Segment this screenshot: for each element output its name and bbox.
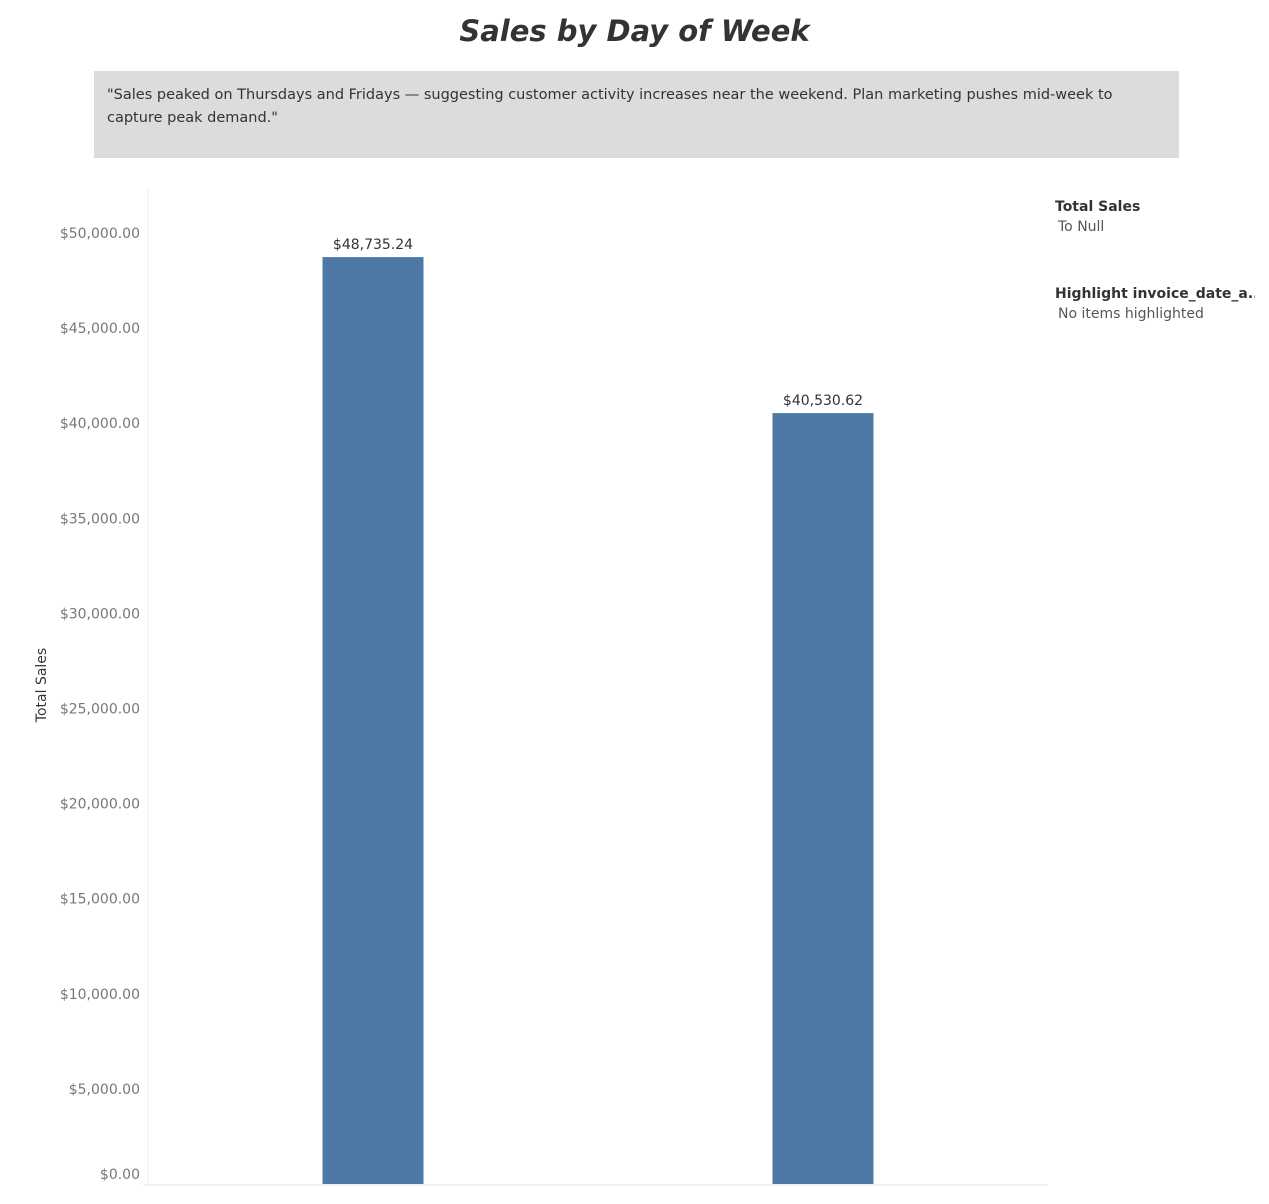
- legend-value: To Null: [1058, 219, 1105, 235]
- legend-title: Highlight invoice_date_a..: [1055, 286, 1255, 302]
- legend-highlight[interactable]: Highlight invoice_date_a.. No items high…: [1055, 286, 1255, 322]
- y-tick-label: $50,000.00: [60, 226, 140, 242]
- bar-value-label: $48,735.24: [333, 237, 413, 253]
- bar[interactable]: [772, 413, 874, 1185]
- y-tick-label: $45,000.00: [60, 321, 140, 337]
- y-tick-label: $40,000.00: [60, 416, 140, 432]
- y-axis-title: Total Sales: [34, 648, 50, 723]
- legend-title: Total Sales: [1055, 199, 1141, 215]
- legend-total-sales[interactable]: Total Sales To Null: [1055, 199, 1255, 235]
- bar-value-label: $40,530.62: [783, 393, 863, 409]
- annotation-box: "Sales peaked on Thursdays and Fridays —…: [94, 71, 1179, 158]
- chart-title: Sales by Day of Week: [459, 14, 810, 48]
- y-tick-label: $25,000.00: [60, 702, 140, 718]
- y-tick-label: $20,000.00: [60, 797, 140, 813]
- annotation-text: "Sales peaked on Thursdays and Fridays —…: [107, 87, 1113, 126]
- y-tick-label: $0.00: [100, 1167, 140, 1183]
- legend-value: No items highlighted: [1058, 306, 1204, 322]
- y-tick-label: $30,000.00: [60, 606, 140, 622]
- y-axis: $0.00 $5,000.00 $10,000.00 $15,000.00 $20,00…: [34, 188, 1048, 1186]
- y-tick-label: $15,000.00: [60, 892, 140, 908]
- y-tick-label: $10,000.00: [60, 987, 140, 1003]
- y-tick-label: $35,000.00: [60, 511, 140, 527]
- bar[interactable]: [322, 257, 424, 1185]
- bars: $48,735.24 $40,530.62: [322, 237, 874, 1185]
- y-tick-label: $5,000.00: [69, 1082, 140, 1098]
